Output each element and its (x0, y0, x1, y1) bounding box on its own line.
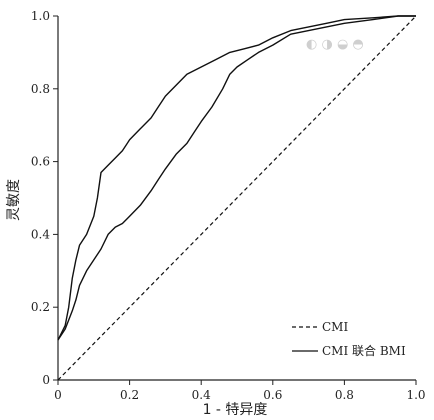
tick-labels: 0 0.2 0.4 0.6 0.8 1.0 0 0.2 0.4 0.6 0.8 1.0 (31, 9, 426, 402)
x-tick-label: 1.0 (406, 388, 425, 402)
legend-label-1: CMI (322, 320, 348, 334)
x-tick-label: 0.4 (192, 388, 211, 402)
x-tick-label: 0 (54, 388, 62, 402)
axes (57, 16, 416, 381)
legend: CMI CMI 联合 BMI (292, 320, 406, 358)
y-tick-label: 0 (42, 373, 50, 387)
legend-label-2: CMI 联合 BMI (322, 343, 406, 358)
x-axis-title: 1 - 特异度 (203, 402, 268, 418)
y-tick-label: 1.0 (31, 9, 50, 23)
y-tick-label: 0.8 (31, 82, 50, 96)
series-line-1 (57, 15, 417, 381)
tick-marks (53, 15, 417, 385)
y-axis-title: 灵敏度 (6, 179, 22, 221)
series-line-2 (57, 15, 416, 341)
x-tick-label: 0.8 (335, 388, 354, 402)
x-tick-label: 0.6 (263, 388, 282, 402)
y-tick-label: 0.4 (31, 227, 50, 241)
watermark-logo: ◐ ◑ ◒ ◓ (306, 37, 364, 52)
y-tick-label: 0.2 (31, 300, 50, 314)
x-tick-label: 0.2 (120, 388, 139, 402)
series-layer (57, 15, 417, 381)
series-line-3 (57, 15, 416, 341)
y-tick-label: 0.6 (31, 155, 50, 169)
